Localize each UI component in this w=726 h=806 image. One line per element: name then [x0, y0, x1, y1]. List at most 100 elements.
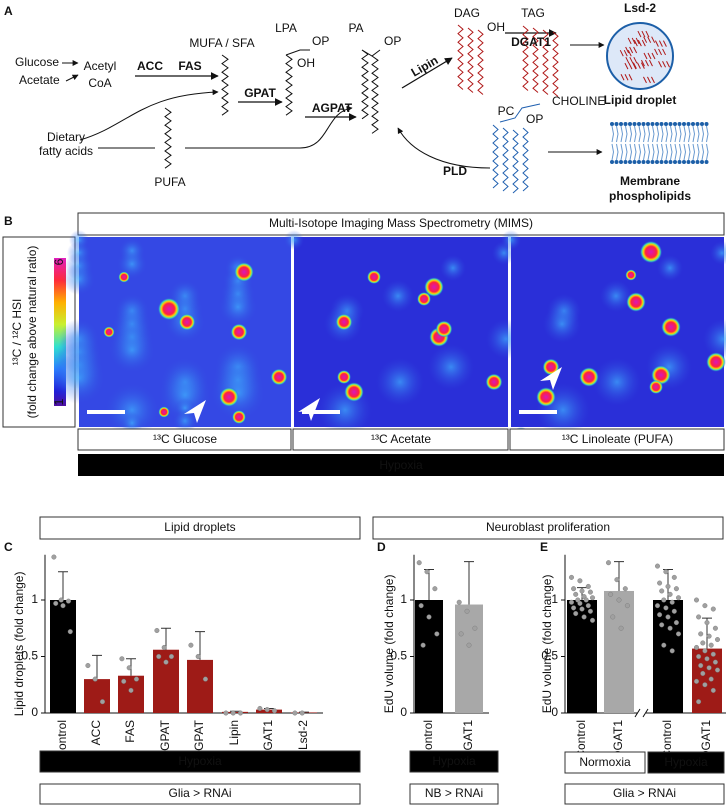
image-label-box — [292, 428, 509, 451]
diagram-label: Glucose — [15, 55, 59, 69]
lipid-head — [664, 122, 668, 126]
panel-title: Multi-Isotope Imaging Mass Spectrometry … — [269, 216, 533, 230]
data-point — [585, 603, 591, 609]
acyl-chain — [502, 127, 509, 192]
droplet — [118, 271, 130, 283]
lipid-head — [637, 160, 641, 164]
data-point — [126, 665, 132, 671]
lipid-head — [628, 160, 632, 164]
x-tick-label: Lipin — [227, 720, 241, 745]
head — [285, 49, 310, 56]
data-point — [569, 574, 575, 580]
data-point — [85, 663, 91, 669]
y-tick-label: 0 — [551, 705, 558, 719]
lipid-head — [637, 122, 641, 126]
diagram-label: PUFA — [154, 175, 185, 189]
data-point — [156, 654, 162, 660]
diagram-label: Lsd-2 — [624, 1, 656, 15]
texture — [657, 255, 683, 281]
lipid-head — [686, 160, 691, 164]
axis-break — [634, 708, 649, 718]
tag-molecule — [624, 62, 637, 70]
tag-molecule — [625, 56, 638, 64]
data-point — [99, 699, 105, 705]
droplet — [424, 277, 444, 297]
diagram-label: OH — [297, 56, 315, 70]
data-point — [669, 599, 675, 605]
droplet — [344, 382, 364, 402]
data-point — [416, 560, 422, 566]
tag-molecule — [654, 40, 667, 47]
diagram-label: OP — [312, 34, 329, 48]
chart-title: Neuroblast proliferation — [486, 520, 610, 534]
data-point — [715, 667, 721, 673]
data-point — [271, 708, 277, 714]
arrowhead — [184, 400, 206, 423]
data-point — [577, 600, 583, 606]
image-label-box — [77, 428, 292, 451]
acyl-chain — [512, 129, 519, 194]
data-point — [590, 595, 596, 601]
data-point — [663, 569, 669, 575]
data-point — [121, 678, 127, 684]
texture — [173, 409, 197, 433]
droplet — [485, 373, 503, 391]
data-point — [624, 603, 630, 609]
acyl-chain — [164, 107, 172, 169]
data-point — [154, 628, 160, 634]
data-point — [706, 633, 712, 639]
droplet — [178, 313, 196, 331]
lipid-head — [691, 122, 695, 126]
lipid-tail — [647, 125, 651, 161]
texture — [382, 280, 414, 312]
data-point — [610, 614, 616, 620]
y-tick-label: 1 — [551, 592, 558, 606]
data-point — [694, 644, 700, 650]
data-point — [587, 608, 593, 614]
data-point — [616, 597, 622, 603]
lipid-tail — [706, 125, 709, 161]
diagram-label: DGAT1 — [511, 35, 551, 49]
droplet — [417, 292, 431, 306]
lipid-head — [664, 160, 668, 164]
acyl-chain — [477, 29, 484, 95]
data-point — [230, 710, 236, 716]
droplet — [219, 387, 239, 407]
title-box — [372, 516, 724, 540]
texture — [710, 241, 726, 265]
diagram-label: Membrane — [620, 174, 680, 188]
condition-box — [39, 750, 361, 773]
head — [361, 49, 381, 57]
data-point — [676, 631, 682, 637]
data-point — [472, 625, 478, 631]
lipid-head — [673, 122, 677, 126]
lipid-head — [646, 160, 650, 164]
data-point — [464, 608, 470, 614]
lipid-head — [673, 160, 677, 164]
data-point — [128, 687, 134, 693]
scale-bar — [519, 410, 557, 414]
diagram-label: PA — [348, 21, 363, 35]
x-tick-label: Control — [55, 720, 69, 759]
title-box — [39, 516, 361, 540]
diagram-label: DAG — [454, 6, 480, 20]
lipid-tail — [674, 125, 678, 161]
data-point — [710, 606, 716, 612]
lipid-head — [704, 160, 709, 164]
condition-label: Hypoxia — [664, 755, 708, 769]
data-point — [665, 614, 671, 620]
data-point — [669, 648, 675, 654]
lipid-tail — [679, 125, 682, 161]
tag-molecule — [654, 48, 667, 56]
droplet — [232, 410, 246, 424]
acyl-chain — [457, 24, 464, 90]
texture — [703, 319, 726, 359]
data-point — [676, 595, 682, 601]
data-point — [458, 631, 464, 637]
data-point — [573, 611, 579, 617]
data-point — [655, 603, 661, 609]
data-point — [119, 656, 125, 662]
lipid-tail — [683, 125, 687, 161]
error-bar — [614, 561, 624, 591]
lipid-head — [614, 122, 619, 126]
